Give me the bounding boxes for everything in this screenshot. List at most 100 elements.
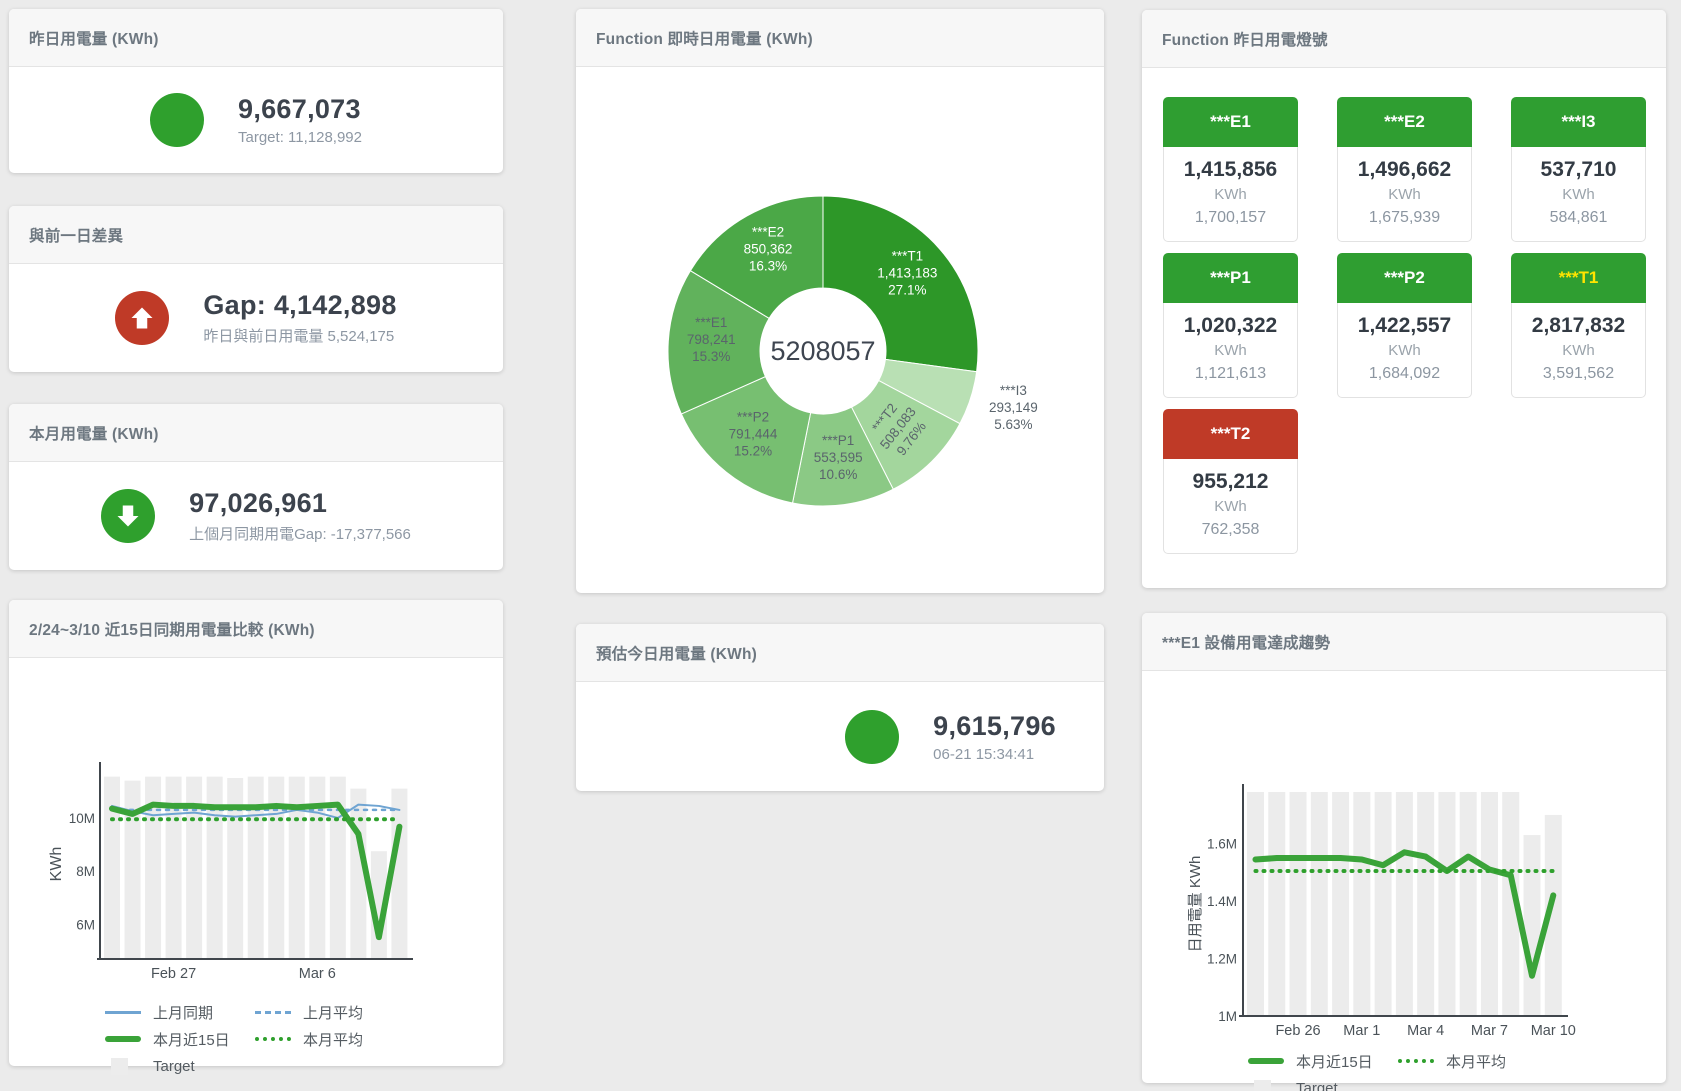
light-tile-unit: KWh <box>1214 342 1247 359</box>
kpi-body: 97,026,961 上個月同期用電Gap: -17,377,566 <box>9 462 503 570</box>
donut-label-P2: ***P2 791,444 15.2% <box>729 409 778 458</box>
legend-item-上月平均[interactable]: 上月平均 <box>255 1001 445 1023</box>
legend-swatch <box>105 1010 141 1014</box>
target-bar <box>1374 792 1392 1016</box>
light-tile-body: 1,496,662 KWh 1,675,939 <box>1337 147 1472 242</box>
legend-swatch <box>105 1036 141 1042</box>
donut-chart: ***T1 1,413,183 27.1%***I3 293,149 5.63%***T… <box>667 195 1038 507</box>
panel-title: 與前一日差異 <box>29 227 124 245</box>
x-tick-label: Feb 26 <box>1275 1023 1320 1039</box>
legend-item-上月同期[interactable]: 上月同期 <box>105 1001 255 1023</box>
y-tick-label: 1M <box>1218 1009 1237 1024</box>
light-tile-unit: KWh <box>1388 186 1421 203</box>
target-bar <box>145 776 162 959</box>
panel-realtime-donut: Function 即時日用電量 (KWh) ***T1 1,413,183 27.1… <box>576 9 1104 593</box>
legend-label: 上月平均 <box>303 1004 364 1022</box>
legend-item-本月近15日[interactable]: 本月近15日 <box>105 1028 255 1050</box>
kpi-value: 9,667,073 <box>238 94 361 124</box>
x-tick-label: Mar 10 <box>1531 1023 1576 1039</box>
panel-header: 本月用電量 (KWh) <box>9 404 503 462</box>
donut-slice-P2[interactable] <box>680 375 812 504</box>
legend-item-Target[interactable]: Target <box>1248 1077 1398 1091</box>
light-tile-target: 1,121,613 <box>1194 365 1267 382</box>
panel-title: ***E1 設備用電達成趨勢 <box>1162 634 1331 652</box>
light-tile-body: 1,020,322 KWh 1,121,613 <box>1163 303 1298 398</box>
kpi-body: 9,615,796 06-21 15:34:41 <box>576 682 1104 791</box>
donut-label-E1: ***E1 798,241 15.3% <box>687 315 736 364</box>
light-tile-unit: KWh <box>1214 498 1247 515</box>
light-tile-E1: ***E1 1,415,856 KWh 1,700,157 <box>1163 97 1298 242</box>
target-bar <box>1438 792 1456 1016</box>
panel-lights: Function 昨日用電燈號 ***E1 1,415,856 KWh 1,70… <box>1142 10 1666 588</box>
light-tile-target: 1,700,157 <box>1194 209 1267 226</box>
series-本月近15日 <box>109 801 403 941</box>
target-bar <box>104 776 120 959</box>
target-bar <box>288 776 305 959</box>
light-tile-header: ***E1 <box>1163 97 1298 147</box>
light-tile-value: 1,422,557 <box>1357 314 1452 337</box>
light-tile-body: 1,422,557 KWh 1,684,092 <box>1337 303 1472 398</box>
donut-slice-E1[interactable] <box>667 269 770 415</box>
y-axis-label: KWh <box>48 847 65 882</box>
series-上月同期 <box>111 803 401 819</box>
light-tile-header: ***P2 <box>1337 253 1472 303</box>
light-tile-unit: KWh <box>1562 186 1595 203</box>
panel-header: ***E1 設備用電達成趨勢 <box>1142 613 1666 671</box>
panel-title: 預估今日用電量 (KWh) <box>596 645 758 663</box>
light-tile-header: ***P1 <box>1163 253 1298 303</box>
legend-swatch <box>1248 1058 1284 1064</box>
y-tick-label: 6M <box>76 917 95 932</box>
light-tile-T1: ***T1 2,817,832 KWh 3,591,562 <box>1511 253 1646 398</box>
light-tile-unit: KWh <box>1562 342 1595 359</box>
kpi-value: 9,615,796 <box>933 710 1056 741</box>
light-tile-value: 1,496,662 <box>1357 158 1452 181</box>
panel-estimate-today: 預估今日用電量 (KWh) 9,615,796 06-21 15:34:41 <box>576 624 1104 791</box>
target-bar <box>1268 792 1286 1016</box>
legend-item-Target[interactable]: Target <box>105 1055 255 1077</box>
legend-label: 本月平均 <box>1446 1053 1507 1071</box>
light-tile-name: ***T2 <box>1210 424 1251 443</box>
kpi-body: Gap: 4,142,898 昨日與前日用電量 5,524,175 <box>9 264 503 372</box>
light-tile-header: ***E2 <box>1337 97 1472 147</box>
legend-label: 本月近15日 <box>1296 1053 1373 1071</box>
target-bar <box>165 776 182 959</box>
legend-label: 本月近15日 <box>153 1031 230 1049</box>
donut-label-I3: ***I3 293,149 5.63% <box>989 383 1038 432</box>
light-tile-header: ***T2 <box>1163 409 1298 459</box>
light-tile-unit: KWh <box>1388 342 1421 359</box>
legend-swatch <box>1398 1059 1434 1063</box>
donut-label-T1: ***T1 1,413,183 27.1% <box>877 248 937 297</box>
donut-label-P1: ***P1 553,595 10.6% <box>814 433 863 482</box>
kpi-value: Gap: 4,142,898 <box>203 290 397 320</box>
chart-body: ***T1 1,413,183 27.1% ***I3 293,149 5.63% ***T… <box>576 67 1104 593</box>
y-tick-label: 1.2M <box>1207 952 1237 967</box>
legend-item-本月平均[interactable]: 本月平均 <box>255 1028 445 1050</box>
x-tick-label: Mar 7 <box>1471 1023 1508 1039</box>
donut-slice-E2[interactable] <box>689 195 824 320</box>
light-tile-value: 2,817,832 <box>1531 314 1626 337</box>
panel-title: 2/24~3/10 近15日同期用電量比較 (KWh) <box>29 621 315 639</box>
arrow-down-icon <box>117 505 139 527</box>
legend-label: Target <box>153 1057 195 1075</box>
panel-day-gap: 與前一日差異 Gap: 4,142,898 昨日與前日用電量 5,524,175 <box>9 206 503 372</box>
legend-label: Target <box>1296 1079 1338 1091</box>
light-tile-body: 955,212 KWh 762,358 <box>1163 459 1298 554</box>
panel-title: 本月用電量 (KWh) <box>29 425 159 443</box>
target-bar <box>1310 792 1328 1016</box>
target-bar <box>206 776 223 959</box>
target-bar <box>391 788 408 959</box>
panel-header: Function 即時日用電量 (KWh) <box>576 9 1104 67</box>
trend-line-chart: 1M 1.2M 1.4M 1.6M Feb 26 Mar 1 Mar 4 Mar 7 Mar 1… <box>1187 784 1576 1039</box>
donut-slice-T1[interactable] <box>822 195 979 373</box>
light-tile-name: ***P1 <box>1210 268 1251 287</box>
light-tile-P2: ***P2 1,422,557 KWh 1,684,092 <box>1337 253 1472 398</box>
light-tile-value: 955,212 <box>1192 470 1269 493</box>
legend-item-本月近15日[interactable]: 本月近15日 <box>1248 1050 1398 1072</box>
light-tile-unit: KWh <box>1214 186 1247 203</box>
chart-body: 1M 1.2M 1.4M 1.6M Feb 26 Mar 1 Mar 4 Mar 7 Mar 1… <box>1142 671 1666 1091</box>
light-tile-E2: ***E2 1,496,662 KWh 1,675,939 <box>1337 97 1472 242</box>
legend-item-本月平均[interactable]: 本月平均 <box>1398 1050 1578 1072</box>
kpi-subtitle: 昨日與前日用電量 5,524,175 <box>203 328 395 345</box>
y-tick-label: 10M <box>69 811 95 826</box>
light-tile-name: ***E1 <box>1210 112 1251 131</box>
